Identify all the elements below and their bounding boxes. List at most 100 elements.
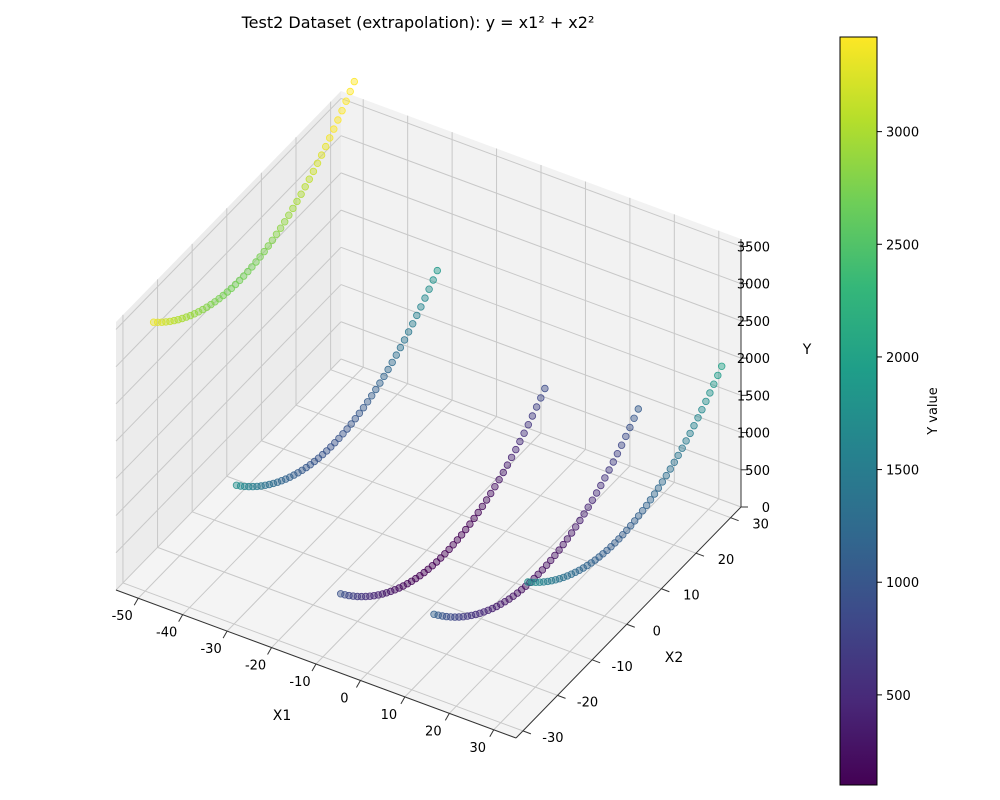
x1-tick-label: 20 (425, 724, 442, 739)
chart-title: Test2 Dataset (extrapolation): y = x1² +… (241, 13, 595, 32)
data-point (702, 397, 710, 406)
data-point (686, 429, 694, 438)
data-point (512, 445, 520, 454)
data-point (462, 525, 470, 534)
data-point (658, 478, 667, 486)
data-point (662, 471, 670, 480)
data-point (592, 489, 601, 497)
data-point (198, 305, 207, 314)
data-point (492, 602, 501, 611)
data-point (382, 589, 391, 597)
data-point (357, 592, 366, 601)
x2-tick-label: 10 (683, 589, 700, 604)
colorbar-tick-label: 1000 (886, 576, 919, 591)
data-point (710, 380, 718, 388)
data-point (499, 468, 507, 477)
data-point (666, 465, 674, 473)
data-point (555, 546, 563, 554)
data-point (178, 314, 186, 323)
data-point (542, 561, 551, 569)
data-point (630, 414, 638, 422)
y-tick-label: 2000 (737, 352, 770, 367)
grid-lines (115, 97, 742, 732)
x2-tick-label: 0 (653, 624, 661, 639)
data-point (613, 450, 622, 458)
data-point (470, 514, 478, 523)
data-point (488, 604, 497, 613)
data-point (273, 478, 282, 486)
data-point (449, 541, 457, 549)
x2-tick-label: 20 (718, 553, 735, 568)
data-point (587, 559, 595, 567)
data-point (532, 403, 541, 411)
data-point (305, 175, 313, 183)
data-point (453, 536, 462, 544)
data-point (588, 496, 597, 504)
data-point (399, 582, 407, 590)
data-point (409, 320, 417, 328)
data-point (404, 328, 413, 336)
data-point (182, 313, 190, 321)
data-point (272, 230, 281, 238)
data-point (346, 87, 354, 96)
y-axis-label: Y (802, 342, 812, 358)
data-point (309, 167, 318, 176)
x1-tick-label: 10 (381, 708, 398, 723)
data-point (413, 311, 421, 320)
data-point (507, 453, 516, 462)
data-point (301, 183, 309, 191)
data-point (264, 242, 272, 250)
data-point (425, 285, 433, 293)
data-point (609, 458, 617, 466)
data-point (252, 258, 260, 266)
data-point (403, 580, 412, 588)
data-point (190, 310, 199, 318)
data-point (232, 481, 241, 489)
data-point (501, 598, 509, 606)
data-point (698, 406, 706, 414)
data-point (482, 496, 491, 504)
data-point (153, 318, 162, 326)
data-point (605, 466, 613, 474)
x2-tick-label: -10 (612, 660, 633, 675)
data-point (528, 578, 536, 586)
data-point (495, 476, 503, 484)
data-point (277, 477, 286, 485)
data-point (396, 343, 405, 352)
y-tick-label: 500 (745, 464, 770, 479)
data-point (317, 151, 326, 159)
axis-lines (115, 239, 748, 739)
data-point (646, 496, 655, 504)
data-point (455, 613, 463, 621)
data-point (520, 429, 528, 437)
data-point (430, 610, 438, 618)
data-point (567, 529, 576, 537)
data-point (392, 351, 400, 359)
data-point (400, 336, 409, 344)
x1-tick-label: -50 (112, 609, 133, 624)
data-point (207, 300, 215, 309)
data-point (487, 489, 495, 498)
data-point (497, 600, 505, 608)
data-point (158, 318, 166, 326)
data-point (576, 516, 584, 525)
data-point (211, 298, 219, 306)
data-point (597, 481, 605, 490)
data-point (567, 570, 576, 578)
colorbar-ticks: 500 1000 1500 2000 2500 3000 (877, 126, 919, 704)
data-point (244, 267, 252, 276)
data-point (674, 451, 682, 460)
data-point (583, 561, 591, 570)
data-point (290, 471, 298, 479)
x1-tick-label: -40 (156, 626, 177, 641)
data-point (584, 503, 592, 511)
colorbar: 500 1000 1500 2000 2500 3000 Y value (839, 36, 941, 786)
data-point (363, 398, 372, 406)
data-point (368, 392, 376, 400)
data-point (718, 362, 726, 370)
data-point (388, 358, 396, 367)
data-point (650, 490, 659, 498)
data-point (313, 159, 322, 167)
data-point (355, 409, 364, 417)
